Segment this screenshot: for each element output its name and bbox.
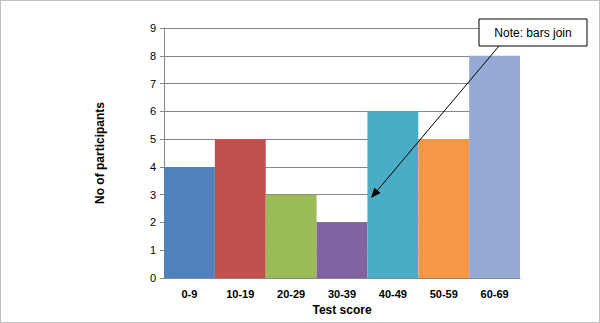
svg-text:6: 6 xyxy=(150,105,156,117)
svg-text:2: 2 xyxy=(150,216,156,228)
svg-text:0: 0 xyxy=(150,272,156,284)
svg-text:3: 3 xyxy=(150,189,156,201)
svg-text:5: 5 xyxy=(150,133,156,145)
svg-text:Note: bars join: Note: bars join xyxy=(494,26,571,40)
svg-text:30-39: 30-39 xyxy=(328,288,356,300)
svg-text:9: 9 xyxy=(150,22,156,34)
svg-text:60-69: 60-69 xyxy=(481,288,509,300)
svg-text:Test score: Test score xyxy=(312,303,371,317)
svg-text:4: 4 xyxy=(150,161,156,173)
svg-text:1: 1 xyxy=(150,244,156,256)
svg-text:40-49: 40-49 xyxy=(379,288,407,300)
svg-text:0-9: 0-9 xyxy=(181,288,197,300)
svg-text:8: 8 xyxy=(150,50,156,62)
svg-text:10-19: 10-19 xyxy=(226,288,254,300)
svg-text:50-59: 50-59 xyxy=(430,288,458,300)
svg-text:7: 7 xyxy=(150,78,156,90)
svg-text:20-29: 20-29 xyxy=(277,288,305,300)
svg-text:No of participants: No of participants xyxy=(93,102,107,204)
